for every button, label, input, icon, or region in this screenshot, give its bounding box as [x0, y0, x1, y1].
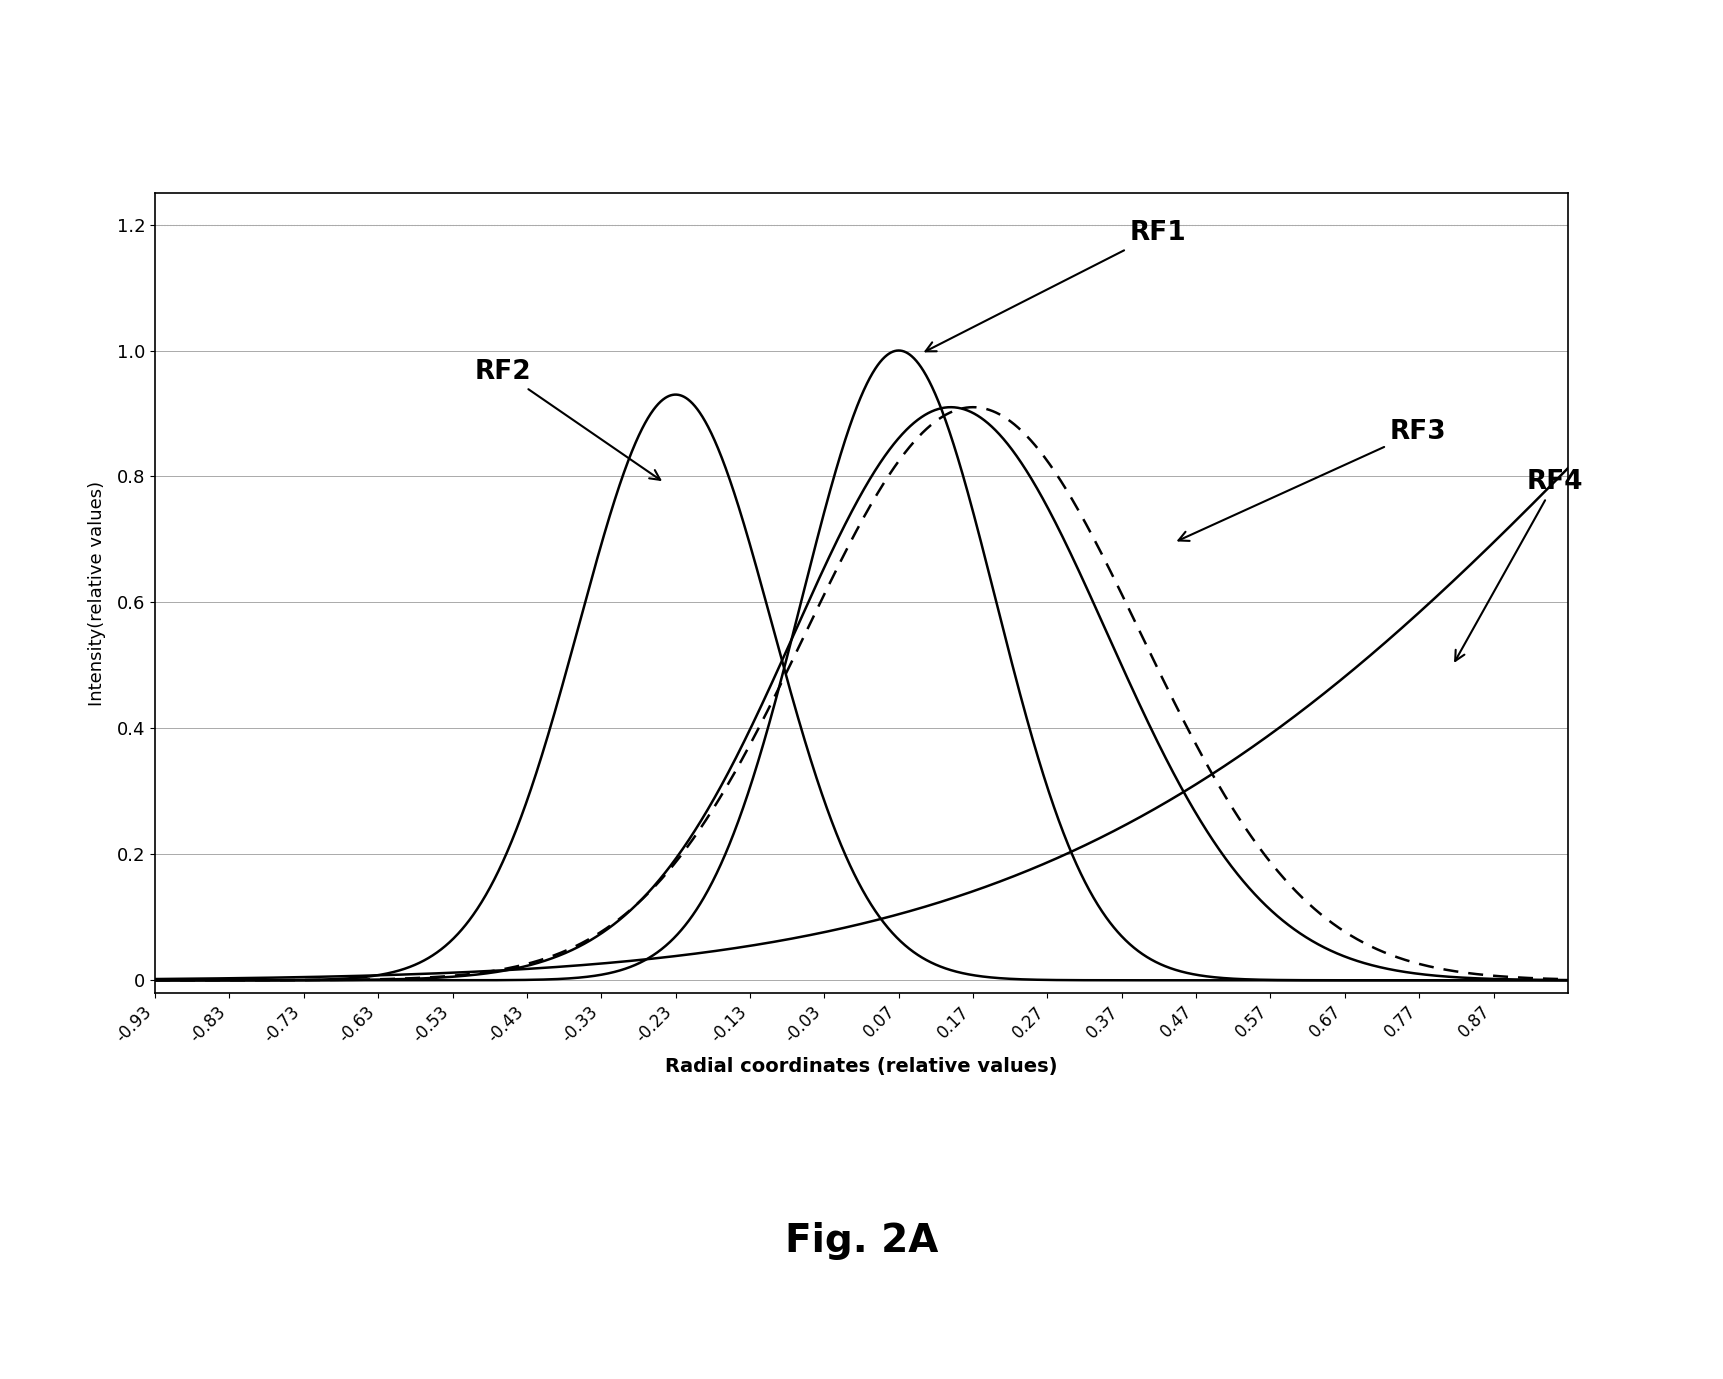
Y-axis label: Intensity(relative values): Intensity(relative values) [88, 480, 105, 706]
Text: Fig. 2A: Fig. 2A [784, 1222, 939, 1260]
Text: RF4: RF4 [1456, 469, 1583, 661]
Text: RF1: RF1 [925, 221, 1185, 352]
Text: RF3: RF3 [1179, 419, 1446, 541]
X-axis label: Radial coordinates (relative values): Radial coordinates (relative values) [665, 1056, 1058, 1076]
Text: RF2: RF2 [476, 359, 660, 480]
